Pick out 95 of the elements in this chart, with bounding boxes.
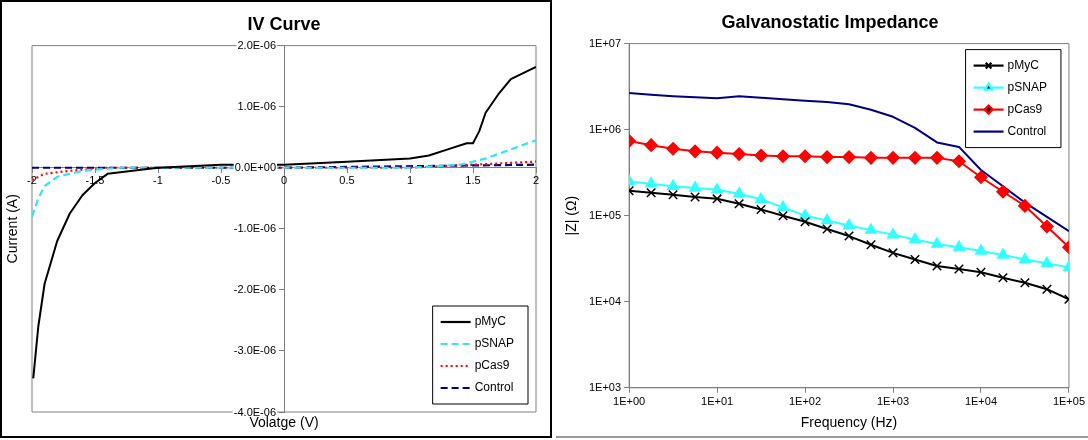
point (689, 181, 702, 192)
y-tick-label: -2.0E-06 (233, 283, 277, 296)
x-tick-label: -2 (27, 174, 37, 187)
point (822, 224, 833, 235)
point (644, 138, 658, 152)
point (997, 248, 1009, 259)
point (842, 150, 856, 164)
y-tick-label: -1.0E-06 (233, 222, 277, 235)
point (755, 192, 767, 204)
point (711, 183, 724, 194)
legend-label: Control (1007, 123, 1047, 138)
x-tick-label: 1E+05 (1052, 395, 1086, 408)
point (888, 247, 898, 258)
point (1019, 252, 1031, 264)
point (821, 213, 834, 225)
point (887, 228, 899, 239)
point (688, 144, 702, 159)
point (776, 149, 790, 164)
point (1019, 277, 1030, 288)
point (908, 151, 922, 165)
x-tick-label: 1E+00 (613, 395, 646, 408)
y-tick-label: 1E+03 (588, 380, 622, 393)
point (997, 272, 1008, 283)
point (667, 179, 680, 190)
legend-label: pCas9 (1007, 101, 1043, 116)
y-tick-label: 1E+05 (588, 208, 622, 221)
point (864, 151, 878, 165)
x-tick-label: 1 (406, 174, 414, 187)
point (952, 154, 966, 168)
point (953, 240, 965, 251)
point (886, 151, 900, 165)
chart-title: IV Curve (247, 13, 321, 34)
point (756, 204, 767, 215)
point (930, 151, 944, 165)
point (690, 191, 701, 202)
y-tick-label: 0.0E+00 (234, 161, 277, 174)
point (932, 261, 942, 272)
point (975, 244, 987, 255)
point (865, 223, 877, 234)
x-tick-label: 1E+02 (788, 395, 822, 408)
chart-title: Galvanostatic Impedance (721, 11, 939, 32)
point (800, 216, 811, 227)
point (931, 237, 943, 248)
point (754, 148, 768, 163)
point (975, 267, 986, 278)
y-tick-label: -4.0E-06 (233, 405, 277, 418)
legend-label: pSNAP (474, 336, 515, 351)
x-tick-label: 1E+03 (876, 395, 910, 408)
x-tick-label: 0.5 (339, 174, 355, 187)
point (732, 147, 746, 161)
point (910, 254, 920, 265)
x-tick-label: 0 (280, 174, 288, 187)
point (1041, 256, 1053, 268)
point (777, 200, 789, 212)
point (734, 198, 745, 209)
point (1040, 219, 1054, 234)
y-axis-title: Current (A) (3, 194, 20, 264)
x-tick-label: 2 (532, 174, 540, 187)
point (645, 177, 658, 188)
legend-label: pSNAP (1007, 79, 1047, 94)
y-tick-label: 1E+04 (588, 294, 622, 307)
x-tick-label: -1 (153, 174, 163, 187)
x-tick-label: -0.5 (211, 174, 231, 187)
point (646, 187, 657, 198)
point (1018, 199, 1032, 213)
point (798, 149, 812, 164)
y-tick-label: -3.0E-06 (233, 344, 277, 357)
point (974, 170, 988, 184)
y-tick-label: 1E+06 (588, 122, 622, 135)
legend-label: pCas9 (474, 358, 510, 373)
y-tick-label: 1E+07 (588, 36, 622, 49)
point (778, 210, 789, 221)
point (710, 145, 724, 160)
x-axis-title: Frequency (Hz) (800, 413, 898, 430)
legend-label: Control (474, 380, 514, 395)
y-axis-title: |Z| (Ω) (562, 195, 579, 236)
y-tick-label: 2.0E-06 (237, 39, 276, 52)
point (733, 186, 746, 198)
point (909, 232, 921, 244)
point (712, 193, 723, 204)
legend-label: pMyC (1007, 57, 1040, 72)
point (866, 239, 876, 250)
point (996, 184, 1010, 199)
point (666, 141, 680, 156)
point (953, 264, 964, 275)
x-tick-label: 1E+04 (964, 395, 998, 408)
point (668, 189, 679, 200)
point (843, 218, 855, 230)
x-tick-label: 1.5 (465, 174, 481, 187)
legend-label: pMyC (474, 314, 507, 329)
point (1041, 284, 1052, 295)
x-tick-label: 1E+01 (701, 395, 734, 408)
point (820, 150, 834, 164)
point (844, 231, 854, 242)
y-tick-label: 1.0E-06 (237, 100, 276, 113)
